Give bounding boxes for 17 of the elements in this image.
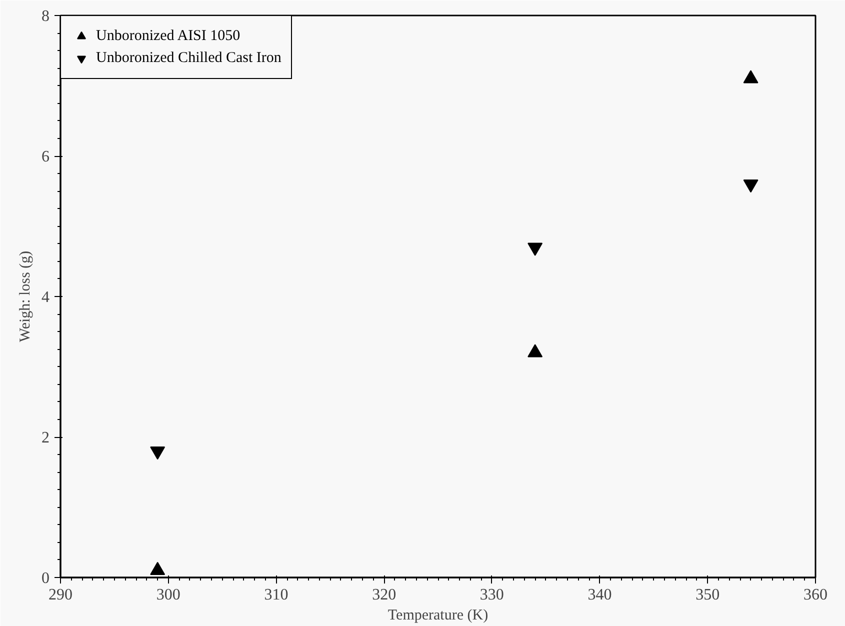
y-axis-title: Weigh: loss (g) [18, 250, 34, 342]
legend-label: Unboronized AISI 1050 [96, 28, 240, 44]
x-tick-label: 290 [48, 586, 72, 604]
y-tick-label: 6 [42, 148, 50, 166]
y-tick-label: 8 [42, 8, 50, 25]
x-tick-label: 300 [156, 586, 180, 604]
y-tick-label: 4 [42, 289, 50, 306]
x-tick-label: 340 [588, 586, 612, 604]
y-tick-label: 2 [42, 430, 50, 446]
x-axis-title: Temperature (K) [388, 608, 488, 624]
y-tick-label: 0 [42, 570, 50, 587]
x-tick-label: 350 [696, 586, 720, 604]
x-tick-label: 310 [264, 586, 288, 604]
x-tick-label: 320 [372, 586, 396, 604]
x-tick-label: 330 [480, 586, 504, 604]
legend-label: Unboronized Chilled Cast Iron [96, 50, 282, 66]
x-tick-label: 360 [804, 586, 828, 604]
